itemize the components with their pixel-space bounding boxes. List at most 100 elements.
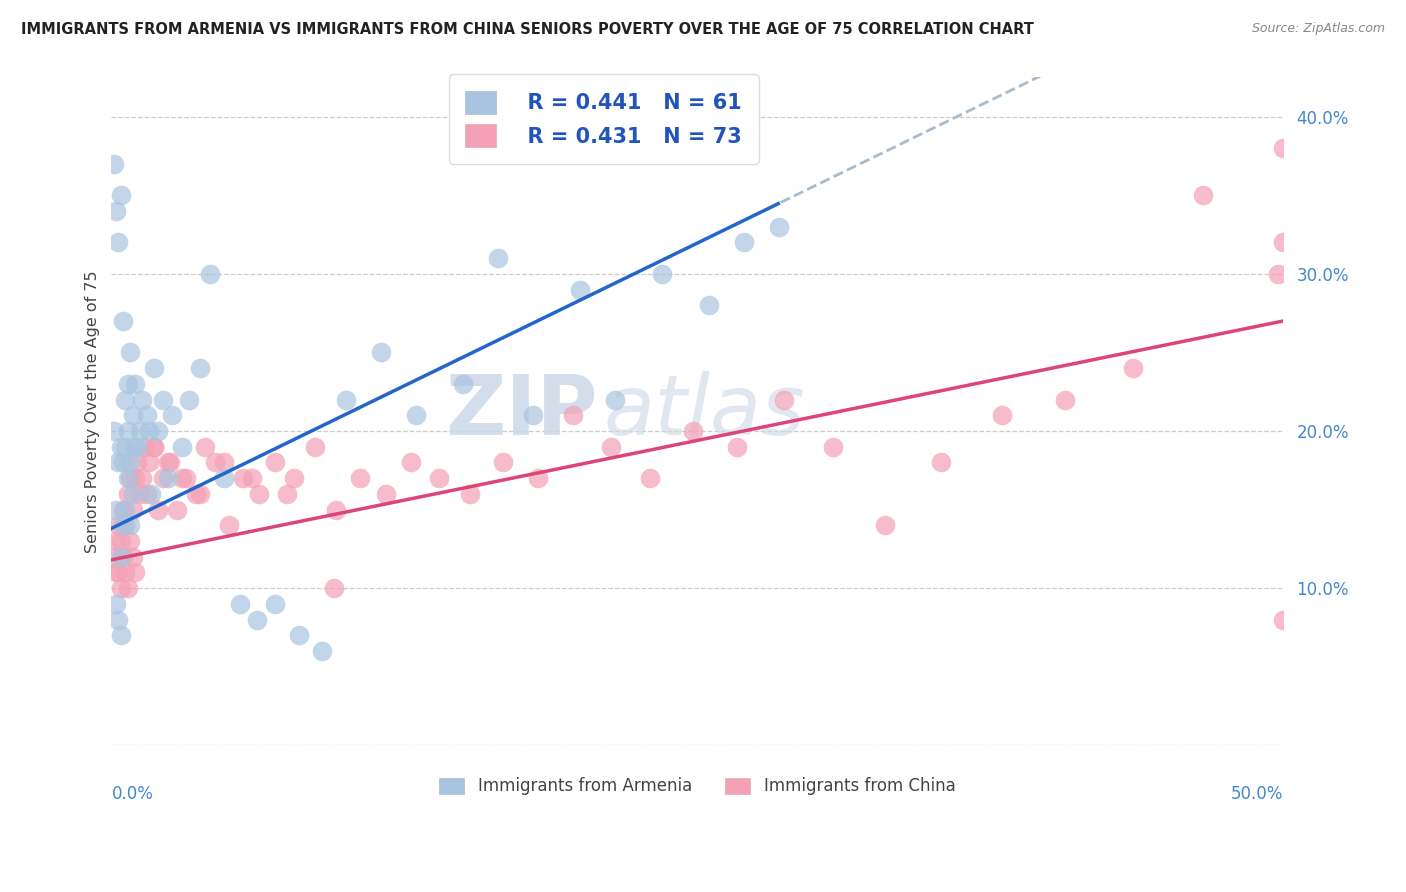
Point <box>194 440 217 454</box>
Point <box>131 392 153 407</box>
Point <box>405 409 427 423</box>
Point <box>401 455 423 469</box>
Point <box>105 534 128 549</box>
Point <box>103 157 125 171</box>
Point <box>288 628 311 642</box>
Point <box>124 471 146 485</box>
Point <box>105 204 128 219</box>
Point <box>114 440 136 454</box>
Point <box>166 502 188 516</box>
Point <box>1267 267 1289 281</box>
Point <box>1272 141 1295 155</box>
Point <box>156 471 179 485</box>
Point <box>124 440 146 454</box>
Point <box>138 424 160 438</box>
Text: 0.0%: 0.0% <box>111 785 153 804</box>
Point <box>103 549 125 564</box>
Point <box>159 455 181 469</box>
Point <box>451 376 474 391</box>
Point <box>198 267 221 281</box>
Point <box>773 392 796 407</box>
Point <box>110 188 132 202</box>
Point <box>148 502 170 516</box>
Point <box>873 518 896 533</box>
Point <box>107 566 129 580</box>
Point <box>232 471 254 485</box>
Point <box>651 267 673 281</box>
Point <box>117 487 139 501</box>
Point <box>733 235 755 250</box>
Point <box>135 409 157 423</box>
Point <box>148 424 170 438</box>
Point <box>112 518 135 533</box>
Point <box>110 581 132 595</box>
Point <box>823 440 845 454</box>
Point <box>120 471 142 485</box>
Point <box>1122 361 1144 376</box>
Text: 50.0%: 50.0% <box>1230 785 1284 804</box>
Point <box>110 534 132 549</box>
Point <box>311 644 333 658</box>
Point <box>1054 392 1077 407</box>
Point <box>162 409 184 423</box>
Point <box>929 455 952 469</box>
Point <box>117 471 139 485</box>
Point <box>264 597 287 611</box>
Point <box>569 283 592 297</box>
Point <box>107 613 129 627</box>
Legend: Immigrants from Armenia, Immigrants from China: Immigrants from Armenia, Immigrants from… <box>430 769 963 804</box>
Point <box>107 518 129 533</box>
Point <box>204 455 226 469</box>
Point <box>605 392 627 407</box>
Point <box>114 502 136 516</box>
Point <box>1272 613 1295 627</box>
Point <box>283 471 305 485</box>
Point <box>247 487 270 501</box>
Point <box>429 471 451 485</box>
Point <box>114 518 136 533</box>
Text: Source: ZipAtlas.com: Source: ZipAtlas.com <box>1251 22 1385 36</box>
Point <box>128 424 150 438</box>
Point <box>190 487 212 501</box>
Point <box>152 392 174 407</box>
Point <box>105 566 128 580</box>
Point <box>120 534 142 549</box>
Point <box>697 298 720 312</box>
Point <box>127 455 149 469</box>
Text: ZIP: ZIP <box>446 371 598 452</box>
Point <box>110 549 132 564</box>
Point <box>127 440 149 454</box>
Point <box>107 455 129 469</box>
Point <box>527 471 550 485</box>
Point <box>682 424 704 438</box>
Point <box>142 440 165 454</box>
Point <box>141 487 163 501</box>
Point <box>114 566 136 580</box>
Point <box>117 424 139 438</box>
Point <box>240 471 263 485</box>
Point <box>304 440 326 454</box>
Point <box>112 502 135 516</box>
Point <box>170 440 193 454</box>
Point <box>105 597 128 611</box>
Point <box>120 455 142 469</box>
Point <box>112 549 135 564</box>
Point <box>323 581 346 595</box>
Point <box>138 455 160 469</box>
Point <box>103 424 125 438</box>
Point <box>124 376 146 391</box>
Point <box>640 471 662 485</box>
Point <box>335 392 357 407</box>
Point <box>370 345 392 359</box>
Text: atlas: atlas <box>603 371 806 452</box>
Point <box>176 471 198 485</box>
Point <box>121 502 143 516</box>
Point <box>991 409 1014 423</box>
Point <box>110 628 132 642</box>
Point <box>121 549 143 564</box>
Point <box>120 345 142 359</box>
Point <box>229 597 252 611</box>
Point <box>128 487 150 501</box>
Point <box>177 392 200 407</box>
Point <box>492 455 515 469</box>
